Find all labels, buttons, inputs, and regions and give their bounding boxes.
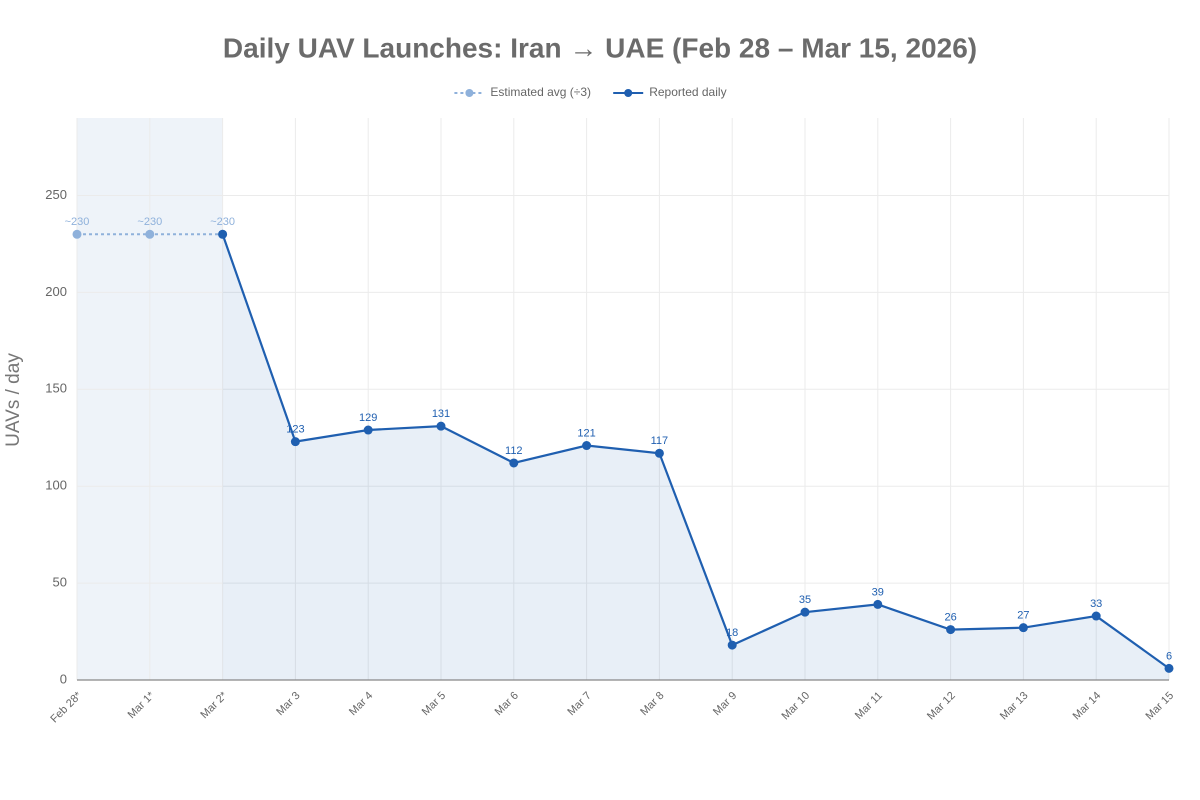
data-point	[1164, 663, 1174, 673]
y-tick-label: 150	[45, 381, 67, 396]
data-point	[727, 640, 737, 650]
y-axis-label: UAVs / day	[3, 353, 24, 447]
y-tick-label: 100	[45, 478, 67, 493]
data-label: ~230	[137, 216, 162, 228]
data-label: ~230	[210, 216, 235, 228]
data-label: 129	[359, 412, 377, 424]
data-label: 121	[577, 427, 595, 439]
chart-title: Daily UAV Launches: Iran → UAE (Feb 28 –…	[223, 32, 977, 63]
data-label: 112	[505, 445, 523, 457]
data-label: 117	[651, 435, 669, 447]
data-label: ~230	[65, 216, 90, 228]
y-tick-label: 200	[45, 284, 67, 299]
data-point	[290, 437, 300, 447]
data-label: 6	[1166, 650, 1172, 662]
data-point	[363, 425, 373, 435]
data-point	[436, 421, 446, 431]
data-point	[72, 229, 82, 239]
data-label: 123	[286, 424, 304, 436]
data-label: 35	[799, 594, 811, 606]
data-point	[654, 448, 664, 458]
data-label: 39	[872, 586, 884, 598]
area	[222, 234, 1170, 680]
data-point	[145, 229, 155, 239]
data-point	[1018, 623, 1028, 633]
series-line	[221, 233, 1170, 670]
data-point	[873, 599, 883, 609]
data-label: 27	[1017, 610, 1029, 622]
legend-marker	[624, 89, 633, 97]
data-point	[1091, 611, 1101, 621]
data-label: 33	[1090, 598, 1102, 610]
legend: Estimated avg (÷3) Reported daily	[454, 85, 727, 99]
legend-label: Reported daily	[649, 85, 726, 99]
legend-label: Estimated avg (÷3)	[490, 85, 591, 99]
data-label: 26	[944, 612, 956, 624]
y-tick-label: 0	[60, 671, 67, 686]
data-point	[218, 229, 228, 239]
data-point	[582, 441, 592, 451]
legend-marker	[465, 89, 474, 97]
data-point	[946, 625, 956, 635]
data-point	[509, 458, 519, 468]
data-label: 18	[726, 627, 738, 639]
y-tick-label: 50	[53, 575, 67, 590]
data-label: 131	[432, 408, 450, 420]
y-tick-label: 250	[45, 187, 67, 202]
data-point	[800, 607, 810, 617]
